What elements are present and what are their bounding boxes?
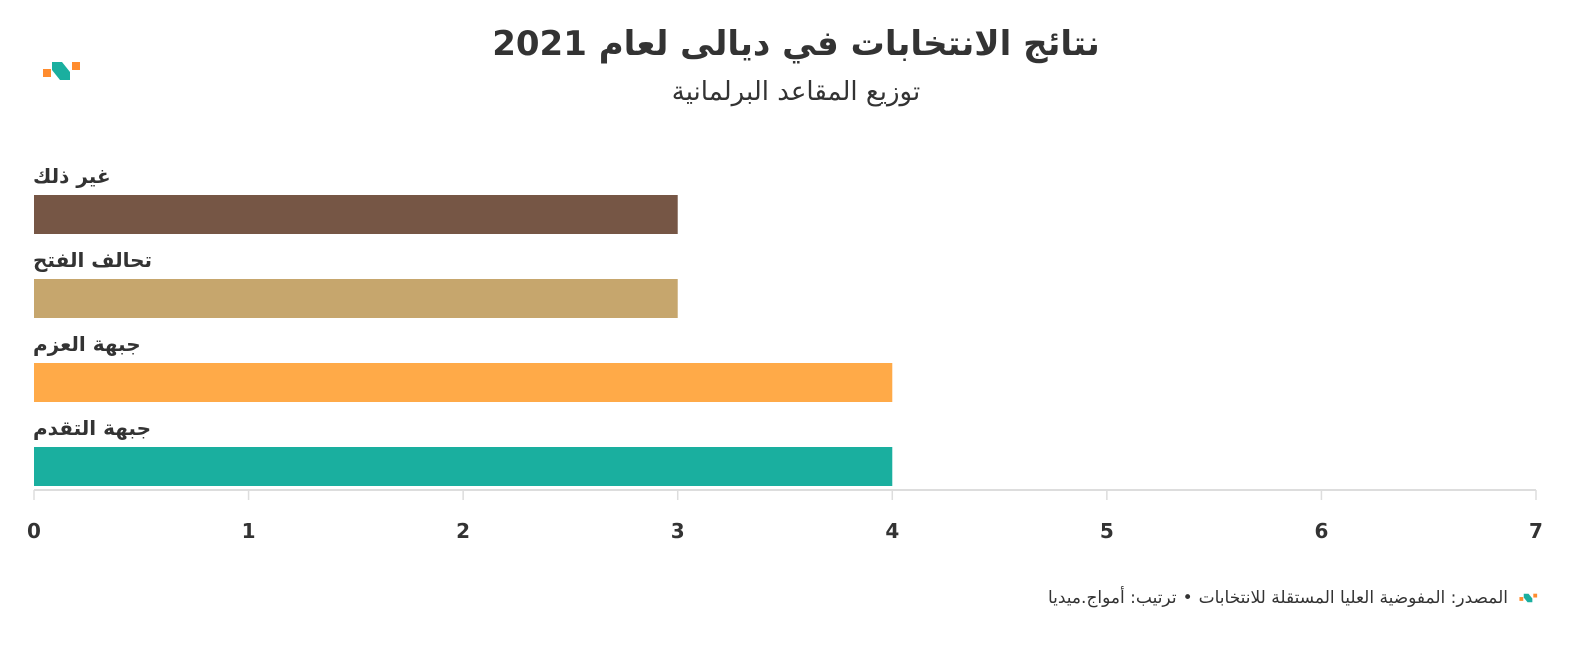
category-label: جبهة التقدم	[33, 416, 151, 440]
bar	[34, 195, 678, 234]
bar	[34, 279, 678, 318]
x-tick-label: 2	[456, 519, 470, 543]
chart-subtitle: توزيع المقاعد البرلمانية	[671, 77, 921, 107]
x-tick-label: 7	[1529, 519, 1543, 543]
source-text: المصدر: المفوضية العليا المستقلة للانتخا…	[1198, 588, 1508, 608]
footer-separator: •	[1182, 588, 1193, 608]
category-label: غير ذلك	[33, 164, 111, 188]
bar	[34, 447, 893, 486]
awaj-media-logo-icon	[43, 62, 80, 80]
x-tick-label: 5	[1100, 519, 1114, 543]
x-tick-label: 6	[1314, 519, 1328, 543]
chart-title: نتائج الانتخابات في ديالى لعام 2021	[492, 24, 1100, 64]
awaj-media-small-logo-icon	[1519, 593, 1538, 603]
x-tick-label: 4	[885, 519, 899, 543]
x-tick-label: 0	[27, 519, 41, 543]
category-label: جبهة العزم	[33, 332, 141, 356]
bar	[34, 363, 893, 402]
x-tick-label: 3	[671, 519, 685, 543]
credit-text: ترتيب: أمواج.ميديا	[1047, 588, 1177, 608]
x-tick-label: 1	[242, 519, 256, 543]
bar-chart: غير ذلك تحالف الفتح جبهة العزم جبهة التقدم 0…	[27, 164, 1543, 543]
footer: المصدر: المفوضية العليا المستقلة للانتخا…	[1048, 588, 1540, 608]
category-label: تحالف الفتح	[33, 248, 152, 272]
